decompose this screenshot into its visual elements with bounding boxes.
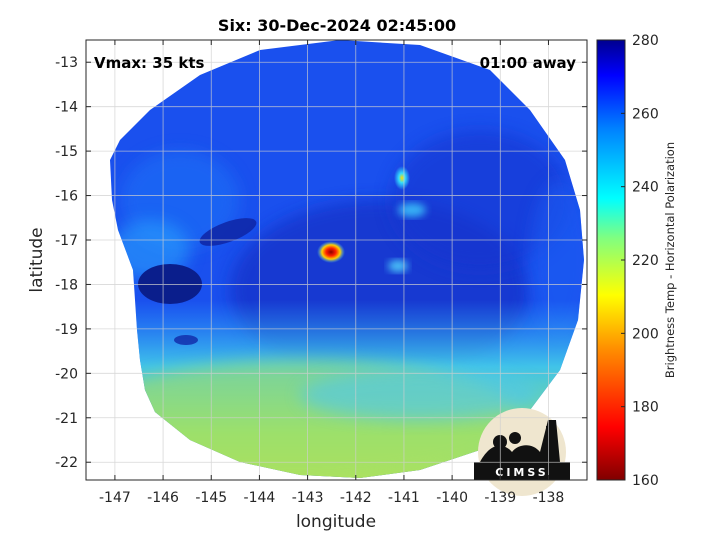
y-tick-label: -14 [55,100,78,116]
y-tick-label: -21 [55,411,78,427]
time-away-annotation: 01:00 away [480,54,577,72]
x-tick-label: -147 [99,490,131,506]
colorbar-tick-label: 180 [632,400,659,416]
y-tick-label: -20 [55,366,78,382]
colorbar-tick-label: 260 [632,106,659,122]
y-tick-label: -22 [55,455,78,471]
colorbar-tick-label: 240 [632,180,659,196]
x-tick-label: -145 [195,490,227,506]
axes-box [85,39,588,481]
brightness-temp-swath [110,40,584,478]
colorbar-tick-label: 160 [632,473,659,489]
deep-blue-patch [138,264,202,304]
y-axis: -13 -14 -15 -16 -17 -18 -19 -20 -21 -22 [55,55,587,471]
x-tick-label: -138 [533,490,565,506]
vmax-annotation: Vmax: 35 kts [94,54,204,72]
colorbar [596,39,626,481]
x-tick-label: -141 [388,490,420,506]
y-tick-label: -17 [55,233,78,249]
x-axis: -147 -146 -145 -144 -143 -142 -141 -140 -139 -138 [99,40,564,506]
colorbar-tick-label: 280 [632,33,659,49]
y-tick-label: -16 [55,189,78,205]
plot-title: Six: 30-Dec-2024 02:45:00 [218,16,456,35]
x-tick-label: -140 [436,490,468,506]
colorbar-label: Brightness Temp - Horizontal Polarizatio… [663,142,677,378]
x-tick-label: -146 [147,490,179,506]
x-tick-label: -144 [244,490,276,506]
y-tick-label: -13 [55,55,78,71]
svg-text:CIMSS: CIMSS [495,466,548,479]
x-tick-label: -142 [340,490,372,506]
y-tick-label: -19 [55,322,78,338]
x-tick-label: -139 [484,490,516,506]
y-tick-label: -15 [55,144,78,160]
colorbar-tick-label: 200 [632,326,659,342]
colorbar-tick-label: 220 [632,253,659,269]
convective-spot [394,166,410,190]
x-tick-label: -143 [292,490,324,506]
storm-core [317,241,345,263]
map-grid [86,40,587,480]
y-axis-label: latitude [27,227,47,292]
x-axis-label: longitude [296,512,376,532]
y-tick-label: -18 [55,277,78,293]
colorbar-ticks: 280 260 240 220 200 180 160 [621,33,659,489]
